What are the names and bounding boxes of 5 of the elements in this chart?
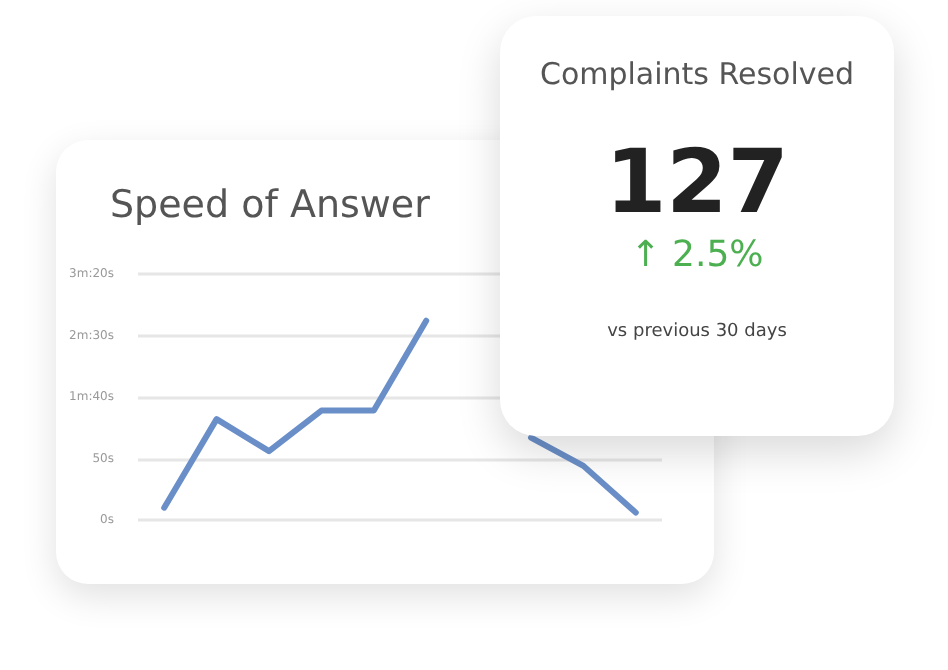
annotation: ↑ 2.5% [628, 234, 766, 277]
annotation: vs previous 30 days [605, 322, 789, 345]
text: 127 [603, 132, 791, 234]
chart-title: Speed of Answer [110, 183, 431, 227]
text: Complaints Resolved [537, 56, 857, 92]
